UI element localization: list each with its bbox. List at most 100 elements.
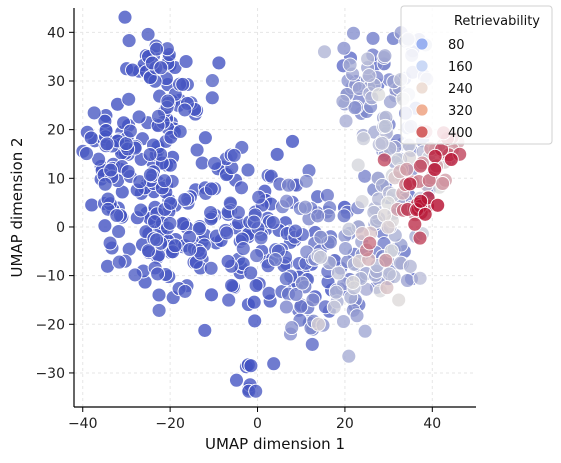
data-point [91, 151, 107, 167]
data-point [248, 278, 264, 293]
data-point [207, 155, 223, 171]
data-point [349, 308, 365, 324]
data-point [142, 147, 158, 162]
data-point [211, 55, 227, 71]
data-point [378, 252, 394, 268]
data-point [435, 176, 451, 191]
data-point [111, 224, 127, 239]
data-point [220, 253, 236, 269]
legend-label: 160 [448, 60, 473, 75]
x-tick-label: 40 [423, 416, 441, 432]
data-point [285, 133, 300, 149]
y-tick-label: −20 [35, 317, 65, 333]
data-point [279, 193, 295, 209]
data-point [157, 173, 172, 189]
data-point [163, 195, 178, 211]
y-tick-label: −30 [35, 366, 65, 382]
legend-marker [415, 59, 429, 73]
legend-label: 320 [448, 104, 473, 119]
data-point [412, 158, 428, 174]
data-point [374, 135, 390, 151]
data-point [103, 162, 119, 178]
data-point [132, 174, 148, 190]
data-point [243, 358, 259, 374]
data-point [278, 299, 294, 315]
data-point [402, 258, 418, 274]
data-point [412, 270, 428, 286]
data-point [177, 102, 193, 118]
data-point [141, 243, 156, 259]
data-point [222, 195, 238, 211]
data-point [251, 189, 267, 205]
data-point [319, 187, 335, 203]
data-point [399, 161, 415, 177]
legend-box [400, 5, 553, 145]
data-point [151, 302, 167, 318]
data-point [269, 146, 285, 162]
data-point [140, 26, 156, 42]
data-point [79, 146, 94, 162]
data-point [304, 336, 320, 352]
data-point [381, 266, 397, 282]
data-point [284, 320, 300, 336]
data-point [361, 68, 377, 84]
legend-label: 400 [448, 126, 473, 141]
data-point [122, 123, 138, 139]
data-point [234, 180, 249, 196]
data-point [379, 280, 395, 296]
data-point [305, 292, 321, 308]
data-point [84, 197, 100, 213]
y-tick-label: 10 [47, 171, 65, 187]
data-point [121, 33, 137, 49]
data-point [362, 235, 378, 251]
data-point [336, 208, 352, 224]
data-point [360, 51, 376, 67]
x-ticks: −40 −20 0 20 40 [68, 407, 441, 432]
legend-items: 80 160 240 320 400 [415, 37, 473, 141]
data-point [149, 232, 165, 248]
axes [73, 8, 476, 408]
data-point [336, 40, 352, 56]
x-axis-label: UMAP dimension 1 [205, 435, 345, 453]
data-point [150, 266, 166, 282]
data-point [330, 265, 346, 281]
data-point [243, 265, 259, 281]
legend-item: 400 [415, 125, 473, 141]
data-point [246, 294, 262, 310]
data-point [204, 287, 219, 303]
data-point [153, 60, 169, 76]
data-point [178, 54, 194, 69]
data-point [226, 147, 242, 163]
data-point [371, 87, 387, 103]
data-point [175, 76, 191, 92]
data-point [86, 105, 102, 121]
y-tick-label: 20 [47, 123, 65, 139]
legend-marker [415, 125, 429, 139]
data-point [298, 173, 314, 189]
data-point [417, 206, 433, 222]
data-point [240, 162, 256, 178]
data-point [341, 348, 357, 364]
data-point [203, 260, 219, 276]
data-point [380, 219, 396, 235]
data-point [229, 372, 244, 388]
data-point [219, 225, 235, 241]
data-point [356, 131, 371, 147]
data-point [162, 215, 178, 231]
data-point [350, 157, 366, 173]
data-point [246, 214, 262, 230]
data-point [412, 230, 428, 246]
data-point [160, 93, 176, 109]
data-point [341, 221, 357, 237]
data-point [261, 285, 277, 301]
data-point [391, 292, 407, 308]
data-point [313, 229, 329, 245]
data-point [120, 164, 136, 179]
data-point [194, 155, 210, 171]
data-point [203, 181, 219, 197]
data-point [172, 124, 188, 139]
data-point [326, 299, 342, 315]
data-point [317, 44, 332, 60]
legend-label: 240 [448, 82, 473, 97]
data-point [118, 136, 134, 152]
